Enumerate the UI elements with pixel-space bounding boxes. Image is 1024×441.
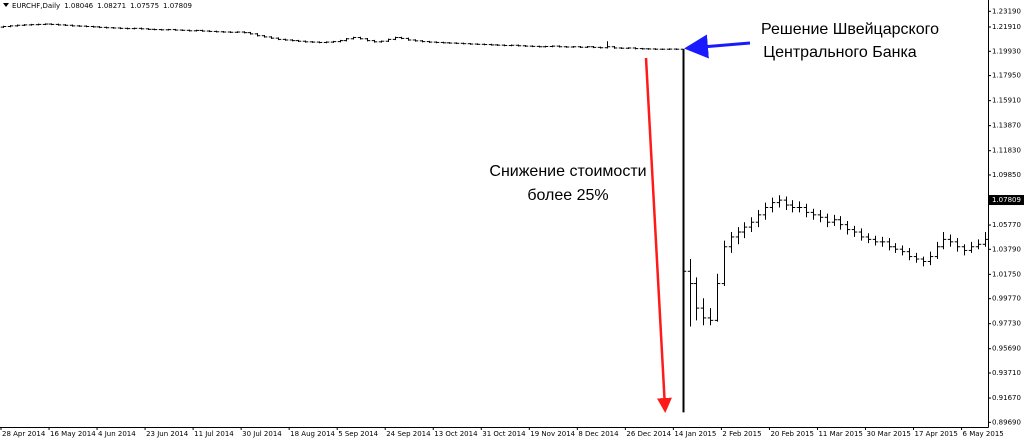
y-tick-label: 1.05770 [992,221,1021,229]
y-tick-label: 0.91670 [992,394,1021,402]
annotation: Снижение стоимости [489,163,646,180]
menu-triangle[interactable] [3,3,9,7]
y-tick-label: 1.23190 [992,7,1021,15]
x-tick-label: 2 Feb 2015 [722,430,761,438]
y-tick-label: 0.93710 [992,369,1021,377]
blue-arrow [684,34,751,59]
x-tick-label: 11 Mar 2015 [818,430,862,438]
current-price-label: 1.07809 [992,196,1021,204]
y-tick-label: 1.13870 [992,122,1021,130]
header-value: 1.07575 [130,2,159,10]
x-tick-label: 20 Feb 2015 [770,430,814,438]
x-tick-label: 24 Sep 2014 [386,430,431,438]
chart-header: EURCHF,Daily 1.08046 1.08271 1.07575 1.07809 [12,2,192,10]
x-tick-label: 18 Aug 2014 [290,430,335,438]
x-tick-label: 17 Apr 2015 [915,430,958,438]
y-tick-label: 1.17950 [992,72,1021,80]
header-value: 1.08271 [97,2,126,10]
red-arrow [644,57,672,413]
y-tick-label: 1.11830 [992,147,1021,155]
bars [0,23,989,413]
header-value: 1.07809 [163,2,192,10]
y-tick-label: 0.89690 [992,418,1021,426]
plot-area [0,0,988,427]
y-tick-label: 1.15910 [992,97,1021,105]
y-tick-label: 0.95690 [992,345,1021,353]
x-tick-label: 19 Nov 2014 [530,430,575,438]
header-value: 1.08046 [64,2,93,10]
x-tick-label: 28 Apr 2014 [2,430,46,438]
y-tick-label: 1.19930 [992,47,1021,55]
annotation: Центрального Банка [763,44,917,61]
y-tick-label: 0.99770 [992,295,1021,303]
x-tick-label: 5 Sep 2014 [338,430,378,438]
x-tick-label: 6 May 2015 [963,430,1004,438]
x-tick-label: 30 Mar 2015 [867,430,911,438]
x-tick-label: 4 Jun 2014 [98,430,136,438]
x-tick-label: 23 Jun 2014 [146,430,189,438]
x-tick-label: 8 Dec 2014 [578,430,619,438]
y-tick-label: 1.09850 [992,171,1021,179]
annotation: более 25% [527,187,608,204]
x-tick-label: 16 May 2014 [50,430,96,438]
x-tick-label: 13 Oct 2014 [434,430,478,438]
y-tick-label: 0.97730 [992,320,1021,328]
x-tick-label: 31 Oct 2014 [482,430,526,438]
y-tick-label: 1.03790 [992,245,1021,253]
x-tick-label: 11 Jul 2014 [194,430,234,438]
x-tick-label: 26 Dec 2014 [626,430,671,438]
y-tick-label: 1.21910 [992,23,1021,31]
x-tick-label: 14 Jan 2015 [674,430,716,438]
current-price-box [989,195,1024,206]
annotation: Решение Швейцарского [761,21,939,38]
symbol: EURCHF,Daily [12,2,60,10]
x-tick-label: 30 Jul 2014 [242,430,282,438]
y-tick-label: 1.01750 [992,270,1021,278]
